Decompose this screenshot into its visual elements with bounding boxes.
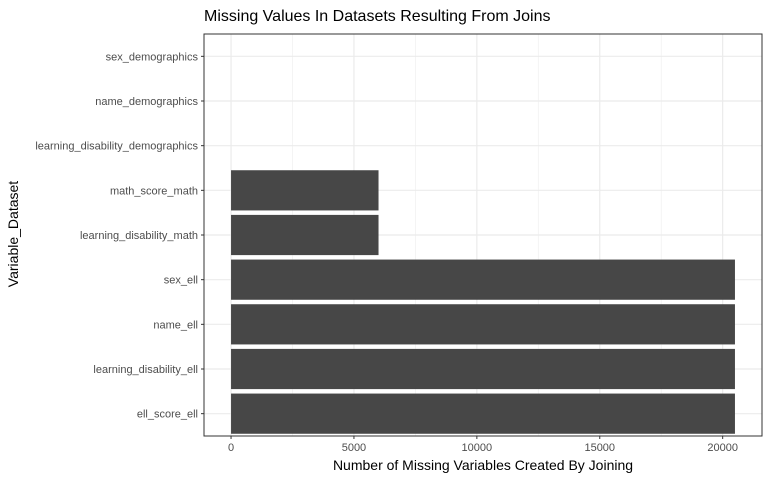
x-tick-label: 10000: [462, 442, 493, 454]
y-tick-label: math_score_math: [110, 185, 198, 197]
bar-sex_ell: [231, 259, 735, 300]
y-tick-label: sex_ell: [164, 275, 198, 287]
x-axis: 0 5000 10000 15000 20000: [228, 436, 738, 454]
bar-math_score_math: [231, 170, 379, 211]
y-tick-label: name_ell: [153, 319, 198, 331]
bar-name_ell: [231, 304, 735, 345]
y-tick-label: name_demographics: [95, 96, 198, 108]
bar-learning_disability_ell: [231, 348, 735, 390]
y-tick-label: learning_disability_ell: [93, 364, 198, 376]
y-axis: sex_demographics name_demographicslearnin…: [35, 51, 204, 421]
bars: [231, 170, 735, 434]
x-axis-title: Number of Missing Variables Created By J…: [333, 457, 633, 473]
y-tick-label: learning_disability_demographics: [35, 141, 198, 153]
x-tick-label: 5000: [342, 442, 366, 454]
y-tick-label: sex_demographics: [106, 51, 199, 63]
x-tick-label: 15000: [584, 442, 615, 454]
y-tick-label: learning_disability_math: [80, 230, 198, 242]
y-axis-title: Variable_Dataset: [5, 181, 21, 287]
bar-learning_disability_math: [231, 214, 379, 256]
y-tick-label: ell_score_ell: [137, 409, 198, 421]
bar-ell_score_ell: [231, 393, 735, 434]
x-tick-label: 0: [228, 442, 234, 454]
x-tick-label: 20000: [707, 442, 738, 454]
chart-title: Missing Values In Datasets Resulting Fro…: [204, 8, 551, 25]
